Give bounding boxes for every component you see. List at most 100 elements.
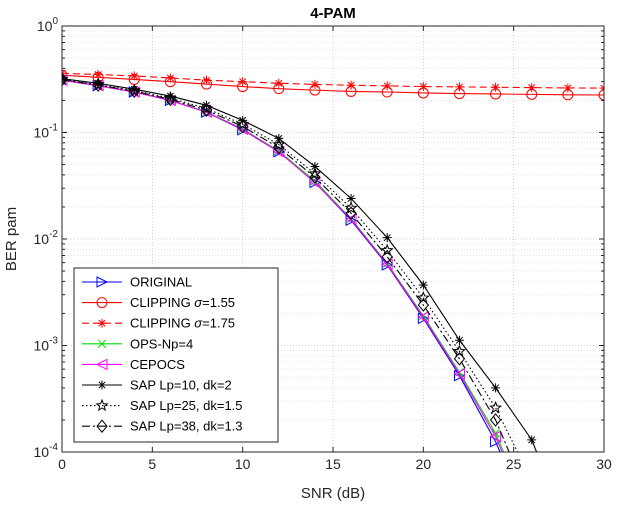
- asterisk-marker: [310, 79, 320, 89]
- asterisk-marker: [93, 70, 103, 80]
- x-tick-label: 10: [235, 456, 251, 472]
- diamond-marker: [62, 72, 68, 87]
- diamond-marker: [200, 103, 213, 117]
- legend-label: ORIGINAL: [130, 275, 192, 290]
- asterisk-marker: [563, 83, 573, 93]
- star-marker: [272, 137, 286, 151]
- star-marker: [308, 166, 322, 180]
- legend-label: SAP Lp=10, dk=2: [130, 378, 232, 393]
- series-7: [62, 72, 510, 452]
- star-marker: [200, 101, 214, 115]
- legend-label: OPS-Np=4: [130, 336, 193, 351]
- y-axis-label: BER pam: [3, 207, 20, 271]
- legend-entry: SAP Lp=10, dk=2: [82, 378, 232, 393]
- series-layer: [62, 68, 604, 452]
- triangle-left-marker: [344, 213, 357, 226]
- x-axis-label: SNR (dB): [301, 485, 365, 502]
- legend-entry: CLIPPING σ=1.55: [82, 295, 235, 310]
- asterisk-marker: [491, 82, 501, 92]
- asterisk-marker: [202, 100, 212, 110]
- star-marker: [95, 398, 109, 412]
- legend-label: CLIPPING σ=1.55: [130, 295, 235, 310]
- asterisk-marker: [454, 82, 464, 92]
- asterisk-marker: [165, 91, 175, 101]
- legend-entry: CEPOCS: [82, 357, 185, 372]
- diamond-marker: [128, 84, 140, 99]
- star-marker: [344, 201, 358, 214]
- star-marker: [62, 72, 69, 85]
- legend-label: SAP Lp=25, dk=1.5: [130, 398, 243, 413]
- x-tick-label: 0: [58, 456, 66, 472]
- triangle-left-marker: [381, 258, 393, 271]
- cross-marker: [97, 339, 107, 349]
- star-marker: [380, 243, 394, 257]
- triangle-left-marker: [95, 358, 108, 371]
- diamond-marker: [96, 419, 108, 433]
- diamond-marker: [92, 78, 104, 92]
- asterisk-marker: [418, 82, 428, 92]
- y-tick-label: 10-1: [34, 123, 59, 141]
- legend-entry: OPS-Np=4: [82, 336, 193, 351]
- diamond-marker: [417, 298, 429, 312]
- x-tick-label: 15: [325, 456, 341, 472]
- legend-box: [73, 267, 279, 443]
- x-tick-label: 30: [596, 456, 612, 472]
- series-line: [62, 74, 604, 96]
- legend-label: CLIPPING σ=1.75: [130, 316, 235, 331]
- diamond-marker: [489, 413, 502, 427]
- series-line: [62, 79, 510, 452]
- asterisk-marker: [418, 280, 428, 290]
- triangle-left-marker: [453, 368, 465, 380]
- star-marker: [416, 291, 430, 304]
- legend-entry: SAP Lp=25, dk=1.5: [82, 398, 243, 413]
- asterisk-marker: [202, 75, 212, 85]
- diamond-marker: [309, 170, 321, 185]
- asterisk-marker: [93, 78, 103, 88]
- legend-label: CEPOCS: [130, 357, 185, 372]
- diamond-marker: [345, 206, 357, 220]
- diamond-marker: [453, 352, 466, 366]
- asterisk-marker: [382, 81, 392, 91]
- asterisk-marker: [129, 84, 139, 94]
- asterisk-marker: [527, 83, 537, 93]
- x-tick-label: 20: [416, 456, 432, 472]
- asterisk-marker: [165, 73, 175, 83]
- asterisk-marker: [238, 77, 248, 87]
- star-marker: [127, 83, 141, 97]
- x-tick-label: 25: [506, 456, 522, 472]
- legend-entry: CLIPPING σ=1.75: [82, 316, 235, 331]
- asterisk-marker: [491, 383, 501, 393]
- diamond-marker: [381, 250, 393, 264]
- series-6: [62, 72, 519, 452]
- asterisk-marker: [274, 78, 284, 88]
- diamond-marker: [237, 119, 249, 134]
- legend-entry: SAP Lp=38, dk=1.3: [82, 419, 243, 434]
- asterisk-marker: [97, 380, 107, 390]
- axis-ticks: [61, 25, 605, 453]
- diamond-marker: [273, 140, 285, 155]
- asterisk-marker: [454, 335, 464, 345]
- series-line: [62, 72, 604, 89]
- y-tick-label: 10-2: [34, 229, 59, 247]
- legend-entry: ORIGINAL: [82, 275, 192, 290]
- circle-marker: [598, 89, 604, 101]
- asterisk-marker: [382, 233, 392, 243]
- asterisk-marker: [346, 194, 356, 204]
- y-tick-label: 10-4: [34, 442, 59, 460]
- circle-marker: [96, 297, 108, 309]
- cross-marker: [491, 428, 500, 438]
- series-line: [62, 79, 503, 452]
- series-2: [62, 68, 604, 93]
- triangle-right-marker: [96, 276, 109, 288]
- asterisk-marker: [97, 318, 107, 328]
- chart-title: 4-PAM: [310, 5, 356, 22]
- asterisk-marker: [129, 71, 139, 81]
- x-tick-label: 5: [148, 456, 156, 472]
- asterisk-marker: [310, 161, 320, 171]
- x-tick-labels: 0 5 10 15 20 25 30: [58, 456, 612, 472]
- asterisk-marker: [527, 435, 537, 445]
- star-marker: [452, 344, 466, 357]
- y-tick-labels: 100 10-1 10-2 10-3 10-4: [34, 16, 59, 460]
- star-marker: [489, 400, 503, 414]
